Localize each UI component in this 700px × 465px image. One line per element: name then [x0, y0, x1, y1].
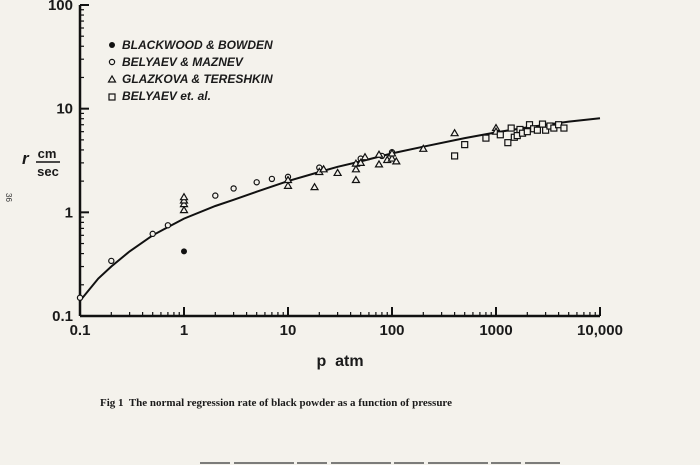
- data-point-open-triangle: [360, 152, 370, 161]
- y-tick-label: 1: [65, 204, 73, 221]
- data-point-open-triangle: [374, 149, 384, 158]
- data-point-open-triangle: [387, 148, 397, 157]
- data-point-open-triangle: [179, 205, 189, 214]
- data-point-open-triangle: [319, 164, 329, 173]
- legend-label-3: BELYAEV et. al.: [122, 89, 211, 103]
- x-tick-label: 10: [280, 322, 297, 339]
- data-point-open-triangle: [333, 168, 343, 177]
- x-tick-label: 1000: [479, 322, 512, 339]
- y-axis-unit-denominator: sec: [37, 164, 59, 179]
- data-point-open-triangle: [391, 156, 401, 165]
- x-tick-label: 0.1: [70, 322, 91, 339]
- ticks: [79, 4, 601, 317]
- data-point-open-circle: [253, 179, 260, 186]
- data-point-open-triangle: [179, 192, 189, 201]
- data-point-open-circle: [230, 185, 237, 192]
- data-point-open-circle: [76, 294, 84, 301]
- data-point-open-triangle: [374, 159, 384, 168]
- x-tick-label: 100: [379, 322, 404, 339]
- page-number: 36: [4, 193, 13, 202]
- data-point-open-square: [533, 126, 541, 134]
- data-point-open-triangle: [179, 199, 189, 208]
- y-tick-label: 0.1: [52, 308, 73, 325]
- x-tick-label: 10,000: [577, 322, 623, 339]
- data-point-open-square: [525, 121, 534, 129]
- legend-marker-open-triangle: [107, 74, 117, 83]
- legend: BLACKWOOD & BOWDEN BELYAEV & MAZNEV GLAZ…: [107, 38, 273, 103]
- data-point-open-square: [538, 120, 547, 128]
- legend-label-1: BELYAEV & MAZNEV: [122, 55, 244, 69]
- data-point-open-square: [542, 126, 550, 134]
- data-point-open-circle: [212, 192, 219, 199]
- data-point-open-triangle: [450, 128, 460, 137]
- y-axis-label: r: [22, 149, 30, 168]
- legend-marker-open-circle: [108, 58, 116, 66]
- data-point-open-square: [523, 128, 531, 136]
- legend-label-2: GLAZKOVA & TERESHKIN: [122, 72, 273, 86]
- data-point-open-square: [507, 124, 515, 132]
- data-markers: [76, 120, 568, 301]
- data-point-open-square: [451, 152, 459, 160]
- legend-label-0: BLACKWOOD & BOWDEN: [122, 38, 273, 52]
- data-point-open-circle: [149, 230, 156, 238]
- data-point-open-square: [461, 141, 469, 149]
- data-point-open-square: [482, 134, 490, 142]
- y-tick-label: 100: [48, 0, 73, 14]
- data-point-open-square: [560, 124, 568, 132]
- data-point-open-triangle: [356, 158, 366, 166]
- y-tick-label: 10: [56, 101, 73, 118]
- figure-caption: Fig 1 The normal regression rate of blac…: [100, 397, 452, 409]
- data-point-open-triangle: [351, 175, 361, 184]
- legend-marker-filled-circle: [109, 42, 115, 48]
- data-point-open-triangle: [310, 182, 320, 191]
- data-point-open-triangle: [351, 164, 361, 173]
- tick-labels: 0.1 1 10 100 1000 10,000 0.1 1 10 100: [48, 0, 623, 339]
- x-tick-label: 1: [180, 322, 188, 339]
- y-axis-unit-numerator: cm: [38, 146, 57, 161]
- data-point-open-triangle: [387, 153, 397, 162]
- data-point-open-triangle: [283, 175, 293, 184]
- data-point-filled-circle: [181, 248, 187, 255]
- data-point-open-square: [496, 131, 504, 139]
- legend-marker-open-square: [108, 93, 116, 101]
- data-point-open-square: [504, 139, 512, 147]
- data-point-open-triangle: [418, 144, 428, 152]
- data-point-open-circle: [268, 175, 276, 183]
- data-point-open-triangle: [283, 181, 293, 189]
- data-point-open-circle: [108, 257, 115, 265]
- x-axis-label: p atm: [316, 353, 363, 370]
- fit-curve: [79, 117, 601, 302]
- data-point-open-circle: [164, 222, 172, 229]
